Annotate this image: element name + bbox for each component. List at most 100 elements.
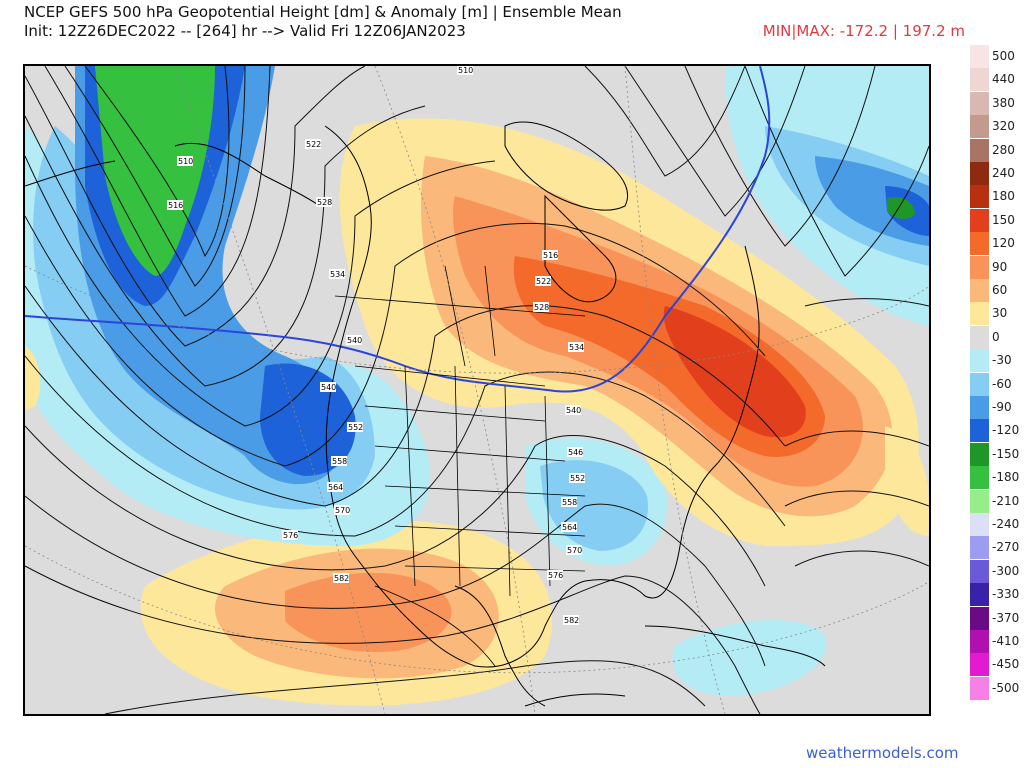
chart-title: NCEP GEFS 500 hPa Geopotential Height [d… <box>24 3 622 41</box>
contour-label: 510 <box>457 66 473 75</box>
colorbar-level: -500 <box>970 676 1020 700</box>
svg-text:552: 552 <box>348 423 363 432</box>
colorbar-swatch <box>970 162 989 185</box>
svg-text:534: 534 <box>569 343 584 352</box>
colorbar-swatch <box>970 68 989 92</box>
colorbar-label: 60 <box>992 283 1008 297</box>
colorbar-label: -150 <box>992 446 1020 461</box>
contour-label: 546 <box>567 447 583 457</box>
svg-text:570: 570 <box>335 506 350 515</box>
anomaly-shading <box>25 66 929 714</box>
colorbar-label: 380 <box>992 95 1015 110</box>
contour-label: 540 <box>320 382 336 392</box>
colorbar-swatch <box>970 676 989 700</box>
contour-label: 582 <box>333 573 349 583</box>
colorbar-label: -240 <box>992 517 1020 531</box>
title-line-2: Init: 12Z26DEC2022 -- [264] hr --> Valid… <box>24 22 466 40</box>
colorbar-level: 90 <box>970 255 1020 279</box>
colorbar-swatch <box>970 349 989 373</box>
colorbar-level: -210 <box>970 489 1020 513</box>
svg-text:564: 564 <box>562 523 577 532</box>
colorbar-level: -330 <box>970 583 1020 607</box>
colorbar-level: 320 <box>970 115 1020 139</box>
contour-label: 564 <box>327 482 343 492</box>
svg-text:516: 516 <box>543 251 558 260</box>
contour-label: 540 <box>565 405 581 415</box>
contour-label: 576 <box>547 570 563 580</box>
credit-text: weathermodels.com <box>806 744 959 762</box>
svg-text:558: 558 <box>562 498 577 507</box>
contour-label: 528 <box>533 302 549 312</box>
contour-label: 534 <box>329 269 345 279</box>
colorbar-swatch <box>970 442 989 466</box>
colorbar-swatch <box>970 232 989 256</box>
svg-text:582: 582 <box>334 574 349 583</box>
colorbar-swatch <box>970 466 989 490</box>
colorbar-level: 180 <box>970 185 1020 209</box>
colorbar-label: 500 <box>992 49 1015 63</box>
svg-text:570: 570 <box>567 546 582 555</box>
svg-text:540: 540 <box>321 383 336 392</box>
coastlines <box>25 121 826 707</box>
colorbar-swatch <box>970 583 989 607</box>
contour-label: 570 <box>334 505 350 515</box>
colorbar-swatch <box>970 372 989 396</box>
svg-text:510: 510 <box>178 157 193 166</box>
colorbar-label: 280 <box>992 142 1015 157</box>
colorbar-level: -300 <box>970 559 1020 583</box>
colorbar-label: -450 <box>992 657 1020 672</box>
colorbar-label: 120 <box>992 236 1015 251</box>
contour-label: 522 <box>305 139 321 149</box>
svg-text:528: 528 <box>317 198 332 207</box>
colorbar-label: 320 <box>992 119 1015 134</box>
svg-text:564: 564 <box>328 483 343 492</box>
colorbar-level: -120 <box>970 419 1020 443</box>
svg-text:510: 510 <box>458 66 473 75</box>
colorbar-level: -60 <box>970 372 1020 396</box>
colorbar-label: 90 <box>992 259 1008 274</box>
colorbar-level: 500 <box>970 45 1020 68</box>
colorbar-swatch <box>970 115 989 139</box>
colorbar-level: 0 <box>970 325 1020 349</box>
svg-text:522: 522 <box>536 277 551 286</box>
colorbar-label: 0 <box>992 329 1000 344</box>
colorbar-label: 180 <box>992 189 1015 204</box>
contour-540-line <box>25 66 771 393</box>
contour-label: 522 <box>535 276 551 286</box>
colorbar-level: 440 <box>970 68 1020 92</box>
colorbar-level: -180 <box>970 466 1020 490</box>
colorbar-swatch <box>970 279 989 302</box>
colorbar-level: -450 <box>970 653 1020 677</box>
colorbar-label: -90 <box>992 400 1012 414</box>
colorbar-swatch <box>970 536 989 560</box>
colorbar-label: -370 <box>992 610 1020 625</box>
contour-label: 528 <box>316 197 332 207</box>
colorbar-swatch <box>970 606 989 630</box>
svg-text:582: 582 <box>564 616 579 625</box>
svg-text:546: 546 <box>568 448 583 457</box>
colorbar-level: -90 <box>970 396 1020 419</box>
colorbar-swatch <box>970 325 989 349</box>
colorbar-label: -300 <box>992 563 1020 578</box>
colorbar-swatch <box>970 396 989 419</box>
colorbar-level: 120 <box>970 232 1020 256</box>
contour-label: 552 <box>569 473 585 483</box>
colorbar-swatch <box>970 630 989 653</box>
svg-text:558: 558 <box>332 457 347 466</box>
colorbar-level: -370 <box>970 606 1020 630</box>
colorbar-label: -410 <box>992 634 1020 648</box>
title-line-1: NCEP GEFS 500 hPa Geopotential Height [d… <box>24 3 622 21</box>
colorbar-level: 150 <box>970 208 1020 232</box>
colorbar-swatch <box>970 185 989 209</box>
colorbar-label: -30 <box>992 353 1012 368</box>
colorbar-label: -210 <box>992 493 1020 508</box>
contour-labels: 510 510 516 516 522 522 528 528 534 534 … <box>167 66 585 625</box>
svg-text:534: 534 <box>330 270 345 279</box>
svg-text:528: 528 <box>534 303 549 312</box>
colorbar-label: -330 <box>992 587 1020 602</box>
contour-label: 570 <box>566 545 582 555</box>
colorbar-label: 30 <box>992 306 1008 321</box>
colorbar-level: -240 <box>970 513 1020 536</box>
colorbar-swatch <box>970 489 989 513</box>
contour-label: 558 <box>331 456 347 466</box>
